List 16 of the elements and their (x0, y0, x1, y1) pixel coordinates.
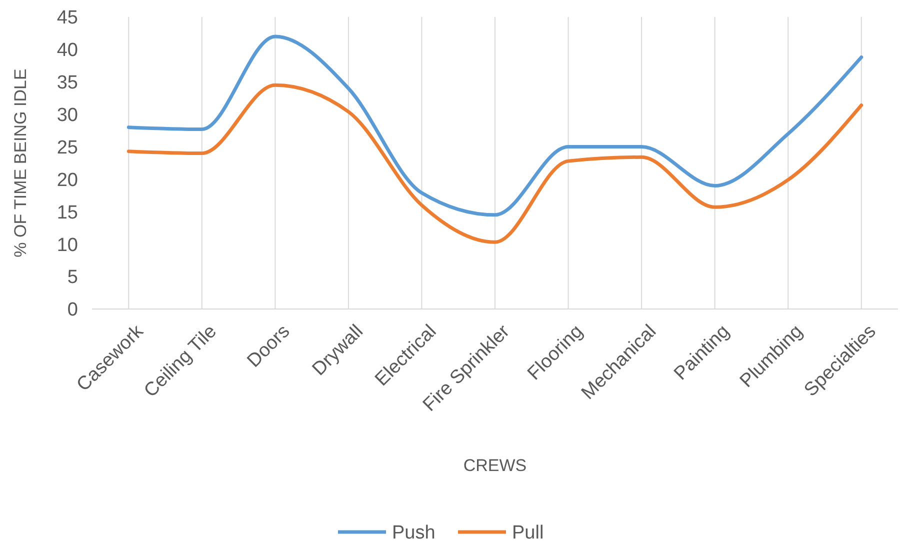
y-tick-label: 25 (56, 137, 78, 158)
line-series (126, 83, 864, 244)
y-tick-label: 15 (56, 202, 78, 224)
line-series (126, 34, 864, 217)
y-tick-label: 45 (56, 8, 78, 29)
x-axis-title: CREWS (463, 456, 527, 475)
y-tick-label: 20 (56, 170, 78, 191)
y-tick-label: 5 (67, 267, 78, 288)
y-tick-label: 0 (67, 300, 78, 321)
y-tick-label: 35 (56, 72, 78, 94)
legend-label: Push (392, 522, 436, 544)
legend-label: Pull (512, 522, 544, 544)
y-tick-label: 40 (56, 40, 78, 62)
y-tick-label: 30 (56, 104, 78, 126)
y-axis-title: % OF TIME BEING IDLE (11, 68, 30, 258)
y-tick-label: 10 (56, 234, 78, 256)
